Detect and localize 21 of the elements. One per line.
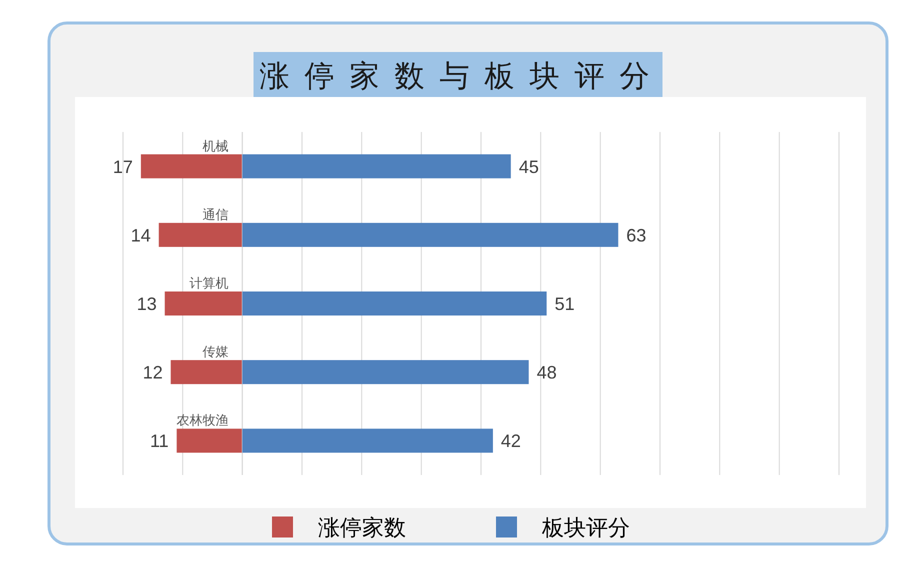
chart-title: 涨停家数与板块评分 <box>260 60 664 93</box>
legend: 板块评分 <box>496 515 630 540</box>
data-label: 11 <box>150 431 169 452</box>
y-tick-label: 通信 <box>202 206 228 222</box>
data-label: 45 <box>518 156 539 177</box>
data-label: 17 <box>112 156 133 177</box>
data-label: 63 <box>626 225 646 246</box>
legend: 涨停家数 <box>272 515 406 540</box>
data-label: 14 <box>130 225 151 246</box>
data-label: 48 <box>536 362 557 383</box>
y-tick-label: 农林牧渔 <box>176 412 228 428</box>
legend-label: 板块评分 <box>541 515 630 540</box>
data-label: 12 <box>142 362 163 383</box>
data-label: 51 <box>554 294 575 314</box>
data-label: 13 <box>136 294 157 314</box>
y-tick-label: 传媒 <box>202 344 228 360</box>
title: 涨停家数与板块评分 <box>254 52 664 97</box>
y-tick-label: 计算机 <box>189 275 228 290</box>
y-tick-label: 机械 <box>202 138 228 154</box>
data-label: 42 <box>500 431 521 452</box>
legend-label: 涨停家数 <box>318 515 406 540</box>
